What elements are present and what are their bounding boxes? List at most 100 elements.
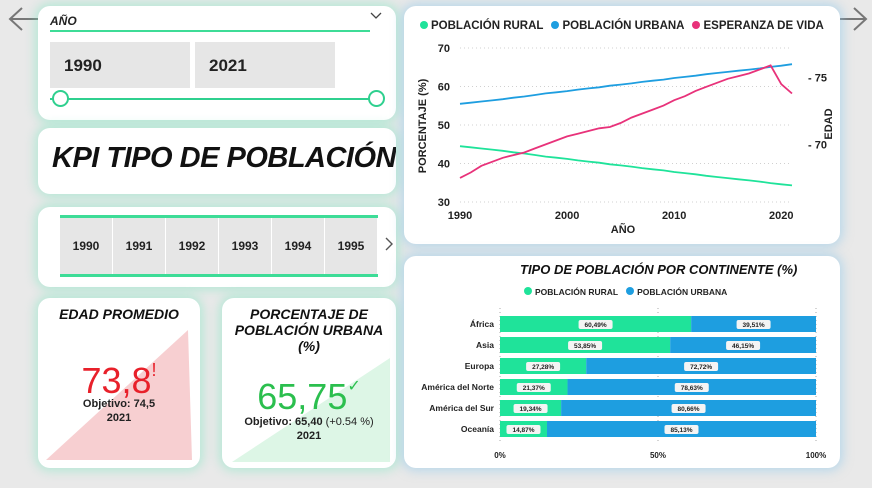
- data-label: 19,34%: [520, 406, 542, 413]
- range-track[interactable]: [50, 98, 372, 100]
- bar-legend-item[interactable]: POBLACIÓN RURAL: [524, 287, 618, 297]
- y2-tick-label: - 70: [808, 139, 827, 151]
- data-label-bg: [671, 404, 706, 413]
- bar-chart-legend: POBLACIÓN RURAL POBLACIÓN URBANA: [524, 287, 735, 297]
- bar-legend-item[interactable]: POBLACIÓN URBANA: [626, 287, 727, 297]
- x-tick-label: 100%: [806, 451, 826, 460]
- line-chart-legend: POBLACIÓN RURAL POBLACIÓN URBANA ESPERANZA…: [420, 20, 832, 32]
- urbana-background-area: [232, 358, 390, 462]
- slicer-divider: [50, 30, 370, 32]
- urbana-title: PORCENTAJE DE POBLACIÓN URBANA (%): [234, 306, 384, 354]
- x-tick-label: 0%: [494, 451, 506, 460]
- line-legend-item[interactable]: POBLACIÓN URBANA: [551, 20, 684, 32]
- legend-label: POBLACIÓN URBANA: [637, 287, 728, 297]
- x-tick-label: 2010: [662, 210, 686, 222]
- line-chart: 30 40 50 60 70 - 70 - 75 1990 2000 2010 2020 AÑO POR…: [417, 43, 835, 236]
- urbana-card: PORCENTAJE DE POBLACIÓN URBANA (%) 65,75…: [222, 298, 396, 468]
- urbana-year: 2021: [296, 430, 322, 442]
- chevron-down-icon[interactable]: [370, 10, 382, 24]
- edad-year: 2021: [106, 412, 132, 424]
- year-from-input[interactable]: 1990: [50, 42, 190, 88]
- arrow-right-icon[interactable]: [836, 2, 872, 42]
- year-chip-1991[interactable]: 1991: [113, 218, 166, 274]
- year-chip-slicer: 1990 1991 1992 1993 1994 1995: [38, 207, 396, 287]
- year-chip-1990[interactable]: 1990: [60, 218, 113, 274]
- y-tick-label: 30: [438, 197, 450, 209]
- urbana-delta: (+0.54 %): [325, 416, 374, 428]
- data-label: 85,13%: [670, 427, 692, 434]
- check-icon: ✓: [347, 378, 361, 395]
- urbana-target: Objetivo: 65,40 (+0.54 %): [222, 416, 396, 428]
- legend-label: POBLACIÓN RURAL: [431, 20, 544, 32]
- data-label: 80,66%: [678, 406, 700, 413]
- slicer-title: AÑO: [50, 14, 77, 28]
- year-chip-1994[interactable]: 1994: [272, 218, 325, 274]
- bar-chart-title: TIPO DE POBLACIÓN POR CONTINENTE (%): [520, 262, 798, 277]
- data-label: 46,15%: [732, 343, 754, 350]
- data-label-bg: [674, 383, 709, 392]
- year-chip-list: 1990 1991 1992 1993 1994 1995: [60, 215, 378, 277]
- line-legend-item[interactable]: ESPERANZA DE VIDA: [692, 20, 824, 32]
- data-label-bg: [513, 404, 548, 413]
- category-label: Europa: [465, 361, 495, 371]
- y-tick-label: 50: [438, 120, 450, 132]
- legend-label: ESPERANZA DE VIDA: [703, 20, 824, 32]
- range-start-handle[interactable]: [52, 90, 69, 107]
- chevron-right-icon[interactable]: [384, 237, 394, 254]
- line-series-2[interactable]: [459, 64, 793, 179]
- line-series-0[interactable]: [459, 145, 793, 187]
- category-label: América del Sur: [429, 403, 494, 413]
- data-label-bg: [526, 362, 561, 371]
- data-label: 21,37%: [523, 385, 545, 392]
- legend-label: POBLACIÓN RURAL: [535, 287, 619, 297]
- data-label: 78,63%: [681, 385, 703, 392]
- bar-chart-card: TIPO DE POBLACIÓN POR CONTINENTE (%) POB…: [404, 256, 840, 468]
- y-axis-label: PORCENTAJE (%): [417, 78, 429, 173]
- data-label-bg: [578, 320, 613, 329]
- year-to-input[interactable]: 2021: [195, 42, 335, 88]
- data-label-bg: [684, 362, 719, 371]
- y-tick-label: 40: [438, 159, 450, 171]
- y2-tick-label: - 75: [808, 72, 827, 84]
- year-chip-1993[interactable]: 1993: [219, 218, 272, 274]
- year-range-slicer: AÑO 1990 2021: [38, 6, 396, 120]
- line-series-1[interactable]: [459, 63, 793, 105]
- category-label: Oceanía: [461, 424, 494, 434]
- data-label: 60,49%: [585, 322, 607, 329]
- x-tick-label: 1990: [448, 210, 472, 222]
- legend-dot-icon: [420, 21, 428, 29]
- edad-promedio-card: EDAD PROMEDIO 73,8! Objetivo: 74,5 2021: [38, 298, 200, 468]
- edad-kpi: 73,8!: [38, 360, 200, 402]
- line-legend-item[interactable]: POBLACIÓN RURAL: [420, 20, 543, 32]
- year-chip-1995[interactable]: 1995: [325, 218, 378, 274]
- x-tick-label: 2000: [555, 210, 579, 222]
- x-tick-label: 2020: [769, 210, 793, 222]
- data-label-bg: [516, 383, 551, 392]
- legend-dot-icon: [626, 287, 635, 295]
- data-label: 27,28%: [532, 364, 554, 371]
- data-label: 53,85%: [574, 343, 596, 350]
- legend-dot-icon: [524, 287, 532, 295]
- data-label: 39,51%: [743, 322, 765, 329]
- data-label-bg: [568, 341, 603, 350]
- page-title: KPI TIPO DE POBLACIÓN: [52, 142, 396, 174]
- range-end-handle[interactable]: [368, 90, 385, 107]
- legend-dot-icon: [551, 21, 560, 29]
- category-label: América del Norte: [421, 382, 494, 392]
- category-label: Asia: [476, 340, 494, 350]
- x-axis-label: AÑO: [611, 223, 636, 236]
- y-tick-label: 70: [438, 43, 450, 55]
- y-tick-label: 60: [438, 82, 450, 94]
- line-chart-card: POBLACIÓN RURAL POBLACIÓN URBANA ESPERANZA…: [404, 6, 840, 244]
- data-label-bg: [736, 320, 771, 329]
- urbana-value: 65,75: [257, 376, 348, 417]
- legend-dot-icon: [692, 21, 701, 29]
- urbana-target-value: Objetivo: 65,40: [244, 416, 323, 428]
- edad-title: EDAD PROMEDIO: [59, 306, 179, 322]
- data-label: 14,87%: [512, 427, 534, 434]
- arrow-left-icon[interactable]: [4, 2, 40, 42]
- data-label-bg: [664, 425, 699, 434]
- bar-chart: 0% 50% 100% África 60,49% 39,51% Asia 53,85% 46,…: [421, 308, 826, 460]
- year-chip-1992[interactable]: 1992: [166, 218, 219, 274]
- data-label-bg: [726, 341, 761, 350]
